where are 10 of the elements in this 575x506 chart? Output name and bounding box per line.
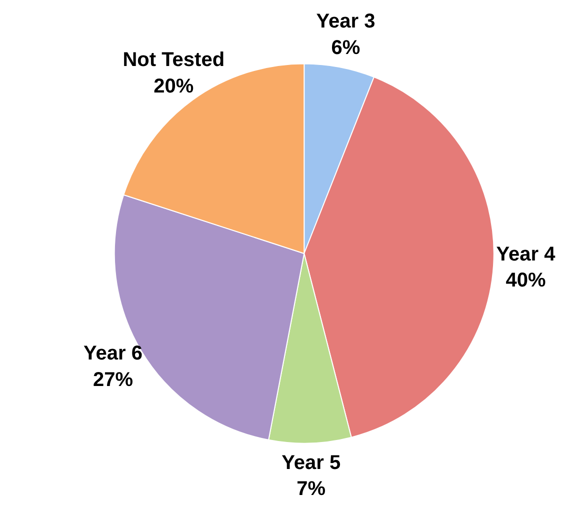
slice-label: Year 4 [496, 243, 556, 266]
slice-label: Year 3 [316, 10, 376, 33]
data-label: 40% [506, 270, 546, 292]
data-label: 7% [296, 478, 326, 500]
data-label: 20% [154, 76, 194, 98]
data-label: 27% [93, 368, 134, 391]
slice-label: Not Tested [122, 49, 225, 72]
slice-label: Year 5 [282, 452, 341, 474]
slice-label: Year 6 [84, 342, 142, 365]
data-label: 6% [331, 37, 360, 60]
